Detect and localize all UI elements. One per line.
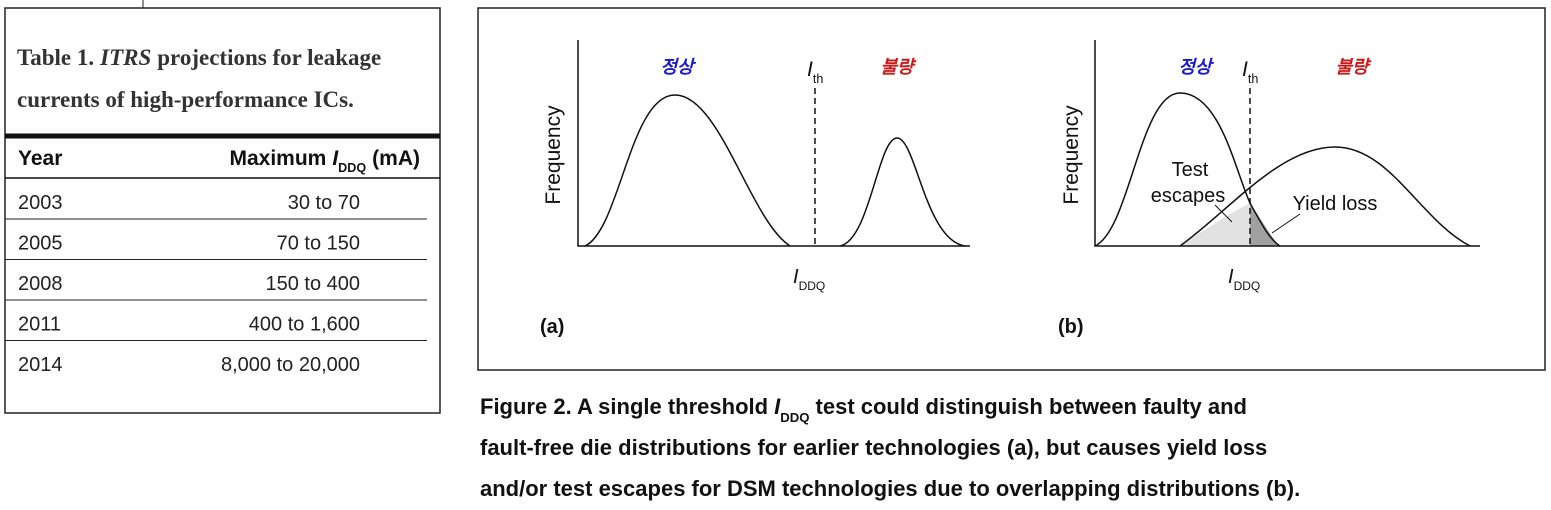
panel-a-drawing (577, 40, 970, 247)
normal-curve (1094, 92, 1281, 247)
text-part: DDQ (338, 161, 366, 175)
text-part: 불량 (880, 57, 917, 77)
text-part: th (1248, 72, 1259, 86)
text-part: (a) (540, 316, 564, 338)
text-part: 정상 (660, 57, 697, 77)
text-part: DDQ (1234, 279, 1261, 293)
escape-area (1180, 203, 1250, 246)
text-part: (b) (1058, 316, 1084, 338)
text-part: I (807, 58, 813, 81)
y-axis-label: Frequency (542, 105, 565, 205)
text-part: 30 to 70 (288, 192, 360, 214)
text-part: test could distinguish between faulty an… (816, 394, 1247, 419)
axes (1094, 40, 1480, 247)
text-part: 불량 (1335, 57, 1372, 77)
x-axis-label: IDDQ (793, 266, 825, 293)
cell: 2011 (18, 314, 61, 336)
cell: 400 to 1,600 (249, 314, 360, 336)
faulty-label: 불량 (880, 57, 917, 77)
text-part: projections for leakage (157, 45, 381, 70)
text-part: Maximum (229, 147, 326, 170)
text-part: 2014 (18, 354, 63, 376)
text-part: DDQ (780, 410, 809, 425)
faulty-label: 불량 (1335, 57, 1372, 77)
header-cell: Maximum IDDQ (mA) (229, 147, 420, 175)
figure-caption: and/or test escapes for DSM technologies… (480, 476, 1300, 501)
cell: 70 to 150 (277, 233, 360, 255)
leader (1271, 213, 1301, 234)
table-caption: Table 1. ITRS projections for leakage (17, 45, 381, 70)
panel-b-drawing (1094, 40, 1480, 247)
text-part: 2003 (18, 192, 63, 214)
cell: 8,000 to 20,000 (221, 354, 360, 376)
table-caption: currents of high-performance ICs. (17, 87, 354, 112)
text-part: 2011 (18, 314, 61, 336)
text-part: (mA) (372, 147, 420, 170)
x-axis-label: IDDQ (1228, 266, 1260, 293)
text-part: DDQ (799, 279, 826, 293)
cell: 2008 (18, 273, 63, 295)
table-frame (4, 7, 441, 414)
threshold-label: Ith (1242, 58, 1258, 86)
axes (577, 40, 970, 247)
text-part: Year (18, 147, 62, 170)
text-part: I (332, 147, 339, 170)
text-part: Test (1172, 159, 1209, 181)
text-part: I (774, 394, 781, 419)
cell: 2005 (18, 233, 63, 255)
leader (1214, 204, 1233, 223)
text-part: 400 to 1,600 (249, 314, 360, 336)
text-part: I (793, 266, 799, 288)
cell: 2003 (18, 192, 63, 214)
text-part: th (813, 72, 824, 86)
figure-caption: Figure 2. A single threshold IDDQ test cou… (480, 394, 1247, 425)
normal-label: 정상 (660, 57, 697, 77)
figure-frame (477, 7, 1546, 371)
cell: 2014 (18, 354, 63, 376)
yield-loss-area (1250, 203, 1280, 246)
text-part: Table 1. (17, 45, 94, 70)
panel-tag: (a) (540, 316, 564, 338)
faulty-curve (839, 137, 966, 247)
text-part: and/or test escapes for DSM technologies… (480, 476, 1300, 501)
text-part: ITRS (99, 45, 151, 70)
text-part: Figure 2. A single threshold (480, 394, 768, 419)
annotation: escapes (1151, 185, 1226, 207)
text-part: currents of high-performance ICs. (17, 87, 354, 112)
figure-caption: fault-free die distributions for earlier… (480, 435, 1267, 460)
text-part: 정상 (1178, 57, 1215, 77)
cell: 30 to 70 (288, 192, 360, 214)
text-part: fault-free die distributions for earlier… (480, 435, 1267, 460)
text-part: 70 to 150 (277, 233, 360, 255)
annotation: Test (1172, 159, 1209, 181)
faulty-curve (1179, 146, 1471, 247)
text-part: 2005 (18, 233, 63, 255)
text-part: escapes (1151, 185, 1226, 207)
normal-label: 정상 (1178, 57, 1215, 77)
panel-tag: (b) (1058, 316, 1084, 338)
text-part: I (1228, 266, 1234, 288)
text-part: 8,000 to 20,000 (221, 354, 360, 376)
annotation: Yield loss (1293, 193, 1378, 215)
cell: 150 to 400 (265, 273, 360, 295)
text-part: Yield loss (1293, 193, 1378, 215)
threshold-label: Ith (807, 58, 823, 86)
normal-curve (584, 94, 791, 247)
text-part: 150 to 400 (265, 273, 360, 295)
text-part: 2008 (18, 273, 63, 295)
header-cell: Year (18, 147, 62, 170)
text-part: I (1242, 58, 1248, 81)
y-axis-label: Frequency (1060, 105, 1083, 205)
